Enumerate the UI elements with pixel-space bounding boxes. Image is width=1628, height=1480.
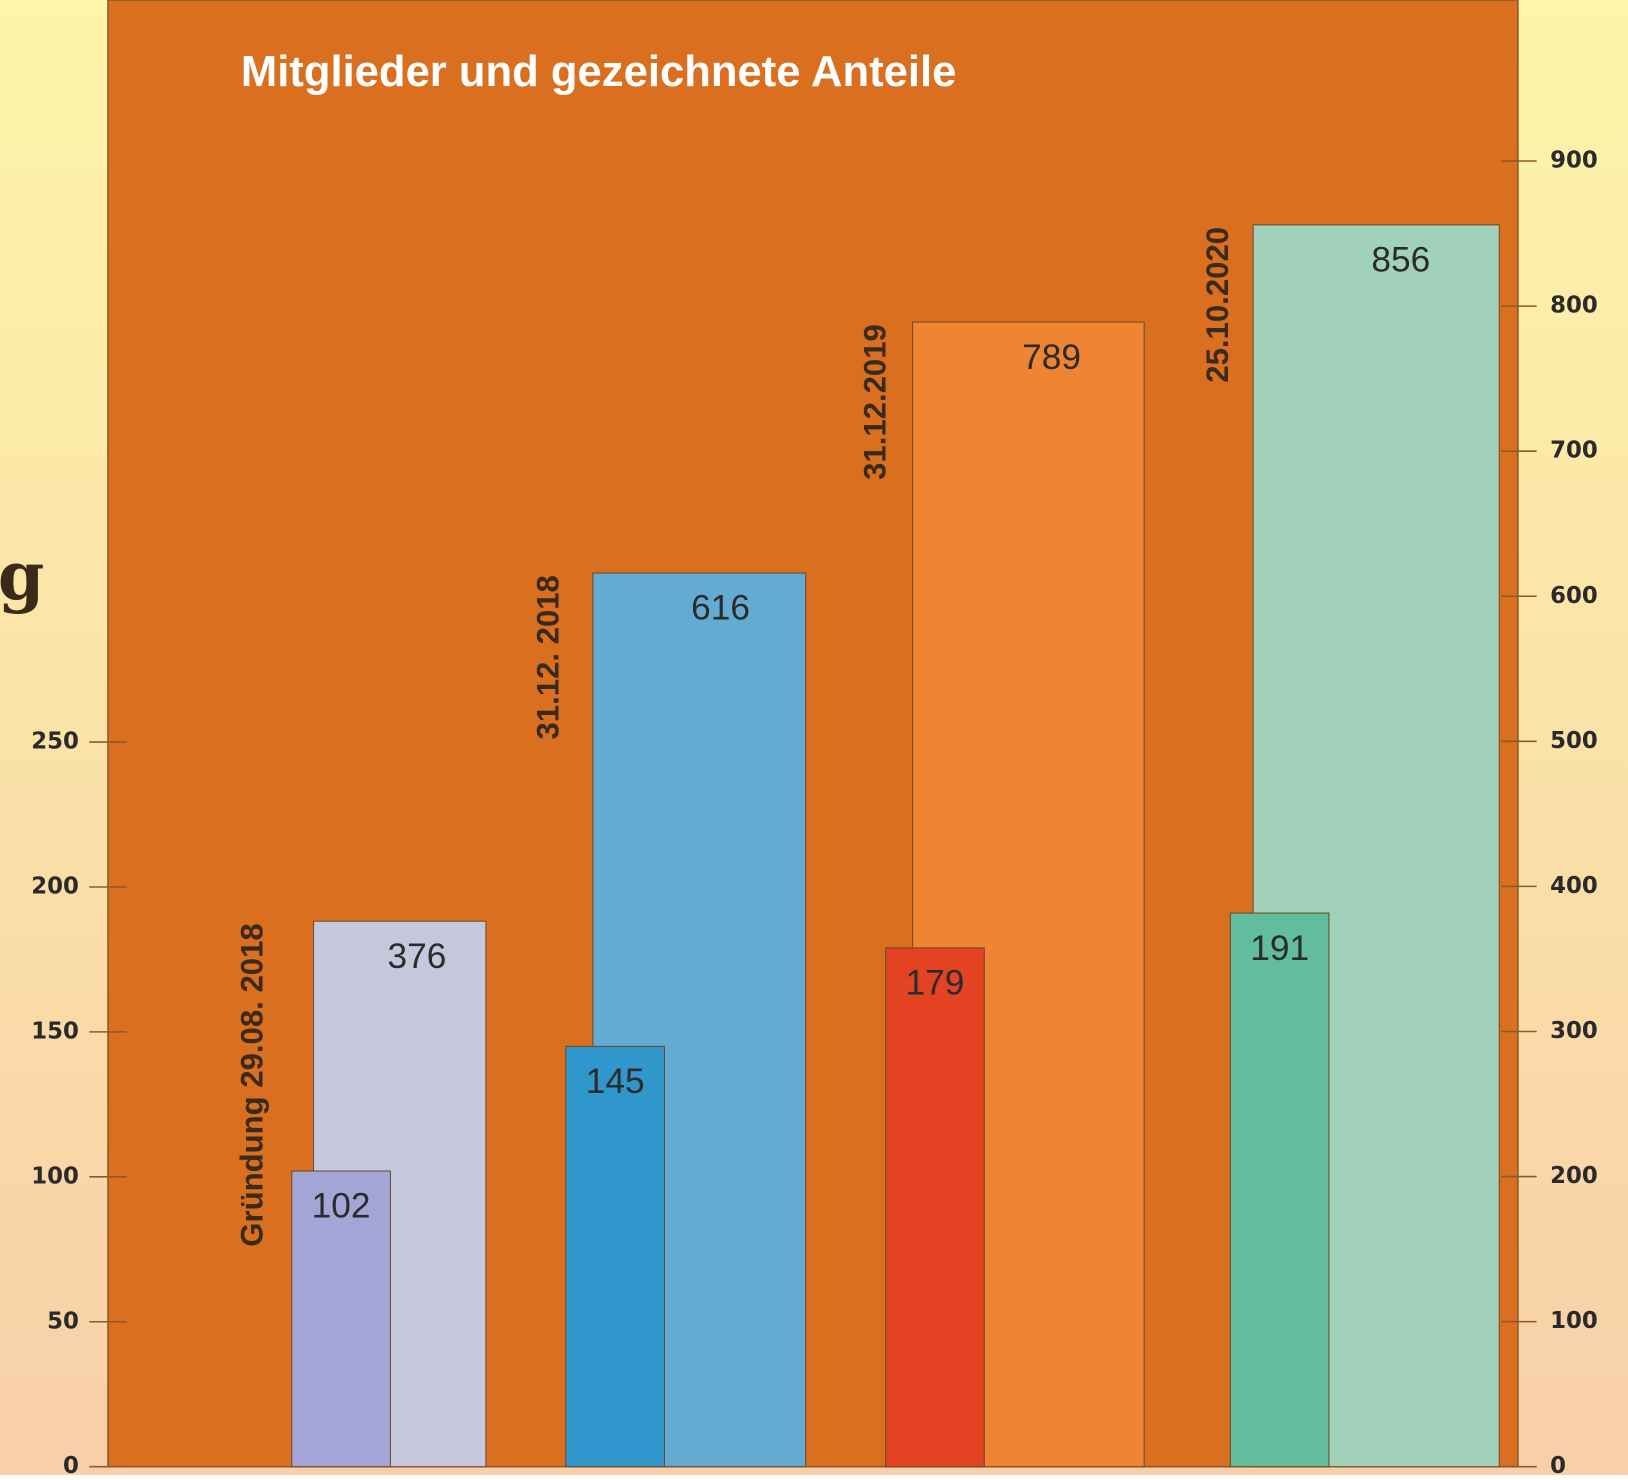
y-tick-label: 100 bbox=[31, 1163, 79, 1189]
value-label: 616 bbox=[691, 589, 750, 628]
value-label: 376 bbox=[388, 937, 447, 976]
y2-tick-label: 800 bbox=[1550, 293, 1598, 319]
bar bbox=[885, 947, 985, 1468]
y-tick-label: 150 bbox=[31, 1018, 79, 1044]
y2-tick-label: 600 bbox=[1550, 583, 1598, 609]
y2-tick-label: 300 bbox=[1550, 1018, 1598, 1044]
y2-tick-label: 200 bbox=[1550, 1163, 1598, 1189]
y-tick-label: 200 bbox=[31, 873, 79, 899]
y2-tick-label: 400 bbox=[1550, 873, 1598, 899]
cropped-heading: g bbox=[0, 537, 44, 615]
x-category-label: 31.12.2019 bbox=[858, 324, 893, 480]
value-label: 179 bbox=[906, 964, 965, 1003]
x-category-label: 31.12. 2018 bbox=[530, 575, 565, 739]
value-label: 191 bbox=[1250, 929, 1309, 968]
y2-tick-label: 500 bbox=[1550, 728, 1598, 754]
value-label: 145 bbox=[586, 1062, 645, 1101]
bar bbox=[291, 1170, 391, 1468]
y2-tick-label: 900 bbox=[1550, 148, 1598, 174]
chart-title: Mitglieder und gezeichnete Anteile bbox=[241, 48, 956, 96]
x-category-label: 25.10.2020 bbox=[1200, 227, 1235, 383]
x-category-label: Gründung 29.08. 2018 bbox=[235, 923, 270, 1246]
y-tick-label: 50 bbox=[47, 1308, 79, 1334]
bar bbox=[565, 1045, 666, 1468]
value-label: 789 bbox=[1022, 338, 1081, 377]
y-tick-label: 250 bbox=[31, 729, 79, 755]
value-label: 102 bbox=[312, 1187, 371, 1226]
y2-tick-label: 0 bbox=[1550, 1453, 1566, 1475]
value-label: 856 bbox=[1371, 241, 1430, 280]
y2-tick-label: 100 bbox=[1550, 1308, 1598, 1334]
y2-tick-label: 700 bbox=[1550, 438, 1598, 464]
y-tick-label: 0 bbox=[63, 1453, 79, 1475]
bar bbox=[1229, 912, 1330, 1468]
